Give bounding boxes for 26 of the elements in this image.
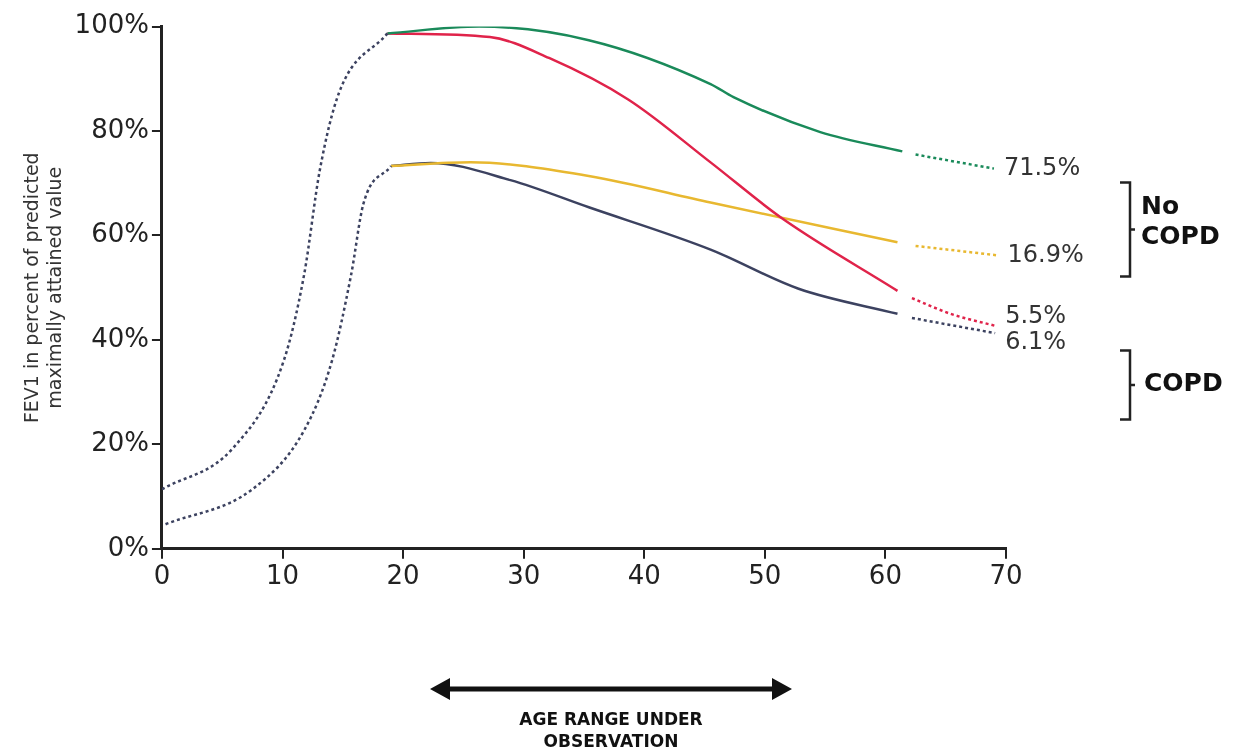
- annotation: 16.9%: [1007, 239, 1084, 268]
- text: No COPD: [1141, 191, 1220, 251]
- y-tick-label: 20%: [91, 427, 149, 458]
- y-axis-title: FEV1 in percent of predicted maximally attained value: [20, 152, 66, 424]
- x-tick-label: 50: [748, 560, 782, 591]
- x-tick-label: 70: [989, 560, 1023, 591]
- line-series: [389, 161, 899, 244]
- x-tick-label: 20: [386, 560, 420, 591]
- y-tick-label: 40%: [91, 322, 149, 353]
- line-series: [386, 26, 904, 153]
- x-tick-label: 30: [507, 560, 541, 591]
- annotation: 6.1%: [1005, 326, 1067, 355]
- annotation: 71.5%: [1003, 152, 1081, 181]
- y-tick-label: 100%: [74, 9, 149, 40]
- line-series: [161, 32, 389, 491]
- x-tick-label: 10: [265, 560, 300, 591]
- text: AGE RANGE UNDER OBSERVATION: [518, 708, 704, 751]
- x-tick-label: 40: [627, 560, 661, 591]
- y-tick-label: 0%: [107, 531, 149, 562]
- line-series: [386, 32, 899, 293]
- x-tick-label: 0: [153, 560, 171, 591]
- text: COPD: [1144, 368, 1223, 398]
- annotation: 5.5%: [1005, 300, 1067, 329]
- x-tick-label: 60: [868, 560, 902, 591]
- y-tick-label: 60%: [91, 218, 149, 249]
- y-tick-label: 80%: [91, 113, 149, 144]
